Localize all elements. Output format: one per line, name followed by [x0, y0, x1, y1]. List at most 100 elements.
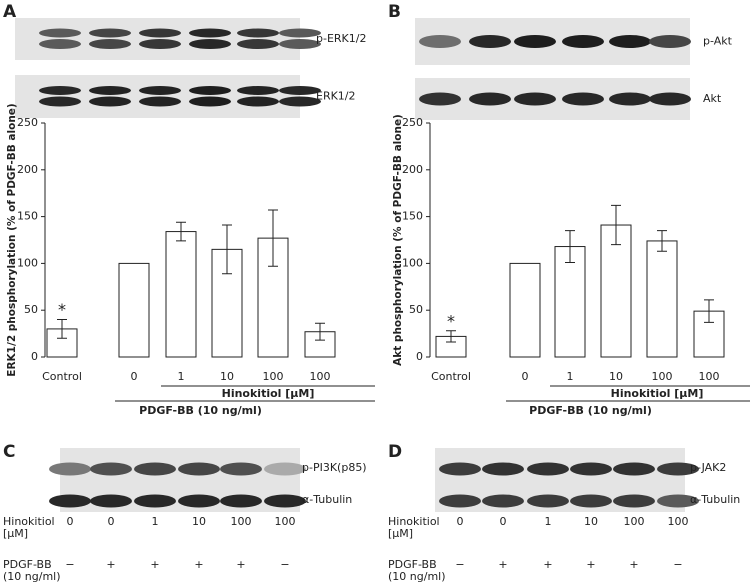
- blot-band: [49, 462, 91, 476]
- blot-band: [49, 494, 91, 508]
- y-tick-label: 250: [17, 116, 38, 129]
- group-label: PDGF-BB (10 ng/ml): [139, 404, 262, 417]
- y-tick-label: 150: [17, 210, 38, 223]
- blot-band: [237, 39, 279, 49]
- row-value: 0: [108, 515, 115, 528]
- error-bar: [57, 319, 67, 339]
- row-value: −: [280, 558, 289, 571]
- x-tick-label: 1: [567, 370, 574, 383]
- blot-band: [279, 86, 321, 95]
- row-label: [µM]: [388, 527, 413, 540]
- x-tick-label: 10: [220, 370, 234, 383]
- row-value: 100: [275, 515, 296, 528]
- row-value: +: [543, 558, 552, 571]
- blot-band: [264, 462, 306, 476]
- y-tick-label: 100: [17, 256, 38, 269]
- blot-label: p-ERK1/2: [316, 32, 366, 45]
- blot-band: [220, 494, 262, 508]
- group-label: Hinokitiol [µM]: [222, 387, 315, 400]
- error-bar: [611, 204, 621, 246]
- blot-band: [89, 96, 131, 107]
- blot-band: [189, 28, 231, 38]
- blot-band: [562, 35, 604, 48]
- blot-band: [90, 494, 132, 508]
- blot-strip: [15, 18, 300, 60]
- row-value: 100: [231, 515, 252, 528]
- x-tick-label: Control: [431, 370, 471, 383]
- panel-letter: D: [388, 442, 402, 462]
- blot-band: [562, 92, 604, 106]
- blot-label: p-Akt: [703, 35, 733, 48]
- bar: [554, 246, 586, 358]
- row-value: 10: [192, 515, 206, 528]
- row-value: +: [194, 558, 203, 571]
- y-tick-label: 0: [31, 350, 38, 363]
- significance-mark: *: [58, 300, 66, 319]
- row-value: −: [455, 558, 464, 571]
- row-value: 0: [457, 515, 464, 528]
- error-bar: [268, 209, 278, 267]
- row-value: +: [629, 558, 638, 571]
- blot-band: [419, 35, 461, 48]
- blot-band: [514, 92, 556, 106]
- y-axis-label: Akt phosphorylation (% of PDGF-BB alone): [392, 114, 404, 366]
- y-tick-label: 50: [409, 303, 423, 316]
- blot-strip: [15, 75, 300, 118]
- blot-band: [570, 494, 612, 508]
- blot-band: [237, 96, 279, 107]
- row-value: 10: [584, 515, 598, 528]
- blot-band: [279, 28, 321, 38]
- blot-band: [279, 39, 321, 49]
- blot-band: [39, 86, 81, 95]
- blot-band: [649, 92, 691, 106]
- panel-letter: A: [3, 2, 17, 22]
- x-tick-label: 0: [522, 370, 529, 383]
- bar: [509, 262, 541, 358]
- blot-band: [613, 462, 655, 476]
- y-tick-label: 200: [17, 163, 38, 176]
- blot-band: [657, 462, 699, 476]
- blot-band: [527, 462, 569, 476]
- row-value: 0: [500, 515, 507, 528]
- blot-band: [134, 462, 176, 476]
- row-value: +: [106, 558, 115, 571]
- error-bar: [176, 221, 186, 242]
- row-value: +: [498, 558, 507, 571]
- error-bar: [704, 299, 714, 323]
- y-tick-label: 50: [24, 303, 38, 316]
- blot-label: ERK1/2: [316, 90, 356, 103]
- row-value: 100: [624, 515, 645, 528]
- row-value: +: [236, 558, 245, 571]
- x-tick-label: 100: [652, 370, 673, 383]
- blot-band: [39, 96, 81, 107]
- blot-band: [89, 86, 131, 95]
- blot-label: p-JAK2: [690, 461, 726, 474]
- blot-band: [237, 86, 279, 95]
- blot-band: [39, 28, 81, 38]
- row-value: 1: [545, 515, 552, 528]
- blot-band: [39, 39, 81, 49]
- row-label: Hinokitiol: [388, 515, 440, 528]
- blot-band: [482, 494, 524, 508]
- row-label: (10 ng/ml): [388, 570, 446, 583]
- significance-mark: *: [447, 311, 455, 330]
- blot-band: [419, 92, 461, 106]
- blot-band: [570, 462, 612, 476]
- blot-band: [469, 92, 511, 106]
- row-label: (10 ng/ml): [3, 570, 61, 583]
- blot-band: [482, 462, 524, 476]
- x-tick-label: 10: [609, 370, 623, 383]
- blot-band: [189, 96, 231, 107]
- panel-letter: B: [388, 2, 401, 22]
- y-tick-label: 200: [402, 163, 423, 176]
- blot-band: [139, 86, 181, 95]
- row-value: 0: [67, 515, 74, 528]
- group-label: PDGF-BB (10 ng/ml): [529, 404, 652, 417]
- blot-band: [527, 494, 569, 508]
- row-value: −: [65, 558, 74, 571]
- x-tick-label: 1: [178, 370, 185, 383]
- blot-band: [469, 35, 511, 48]
- blot-band: [609, 35, 651, 48]
- error-bar: [657, 230, 667, 252]
- blot-band: [264, 494, 306, 508]
